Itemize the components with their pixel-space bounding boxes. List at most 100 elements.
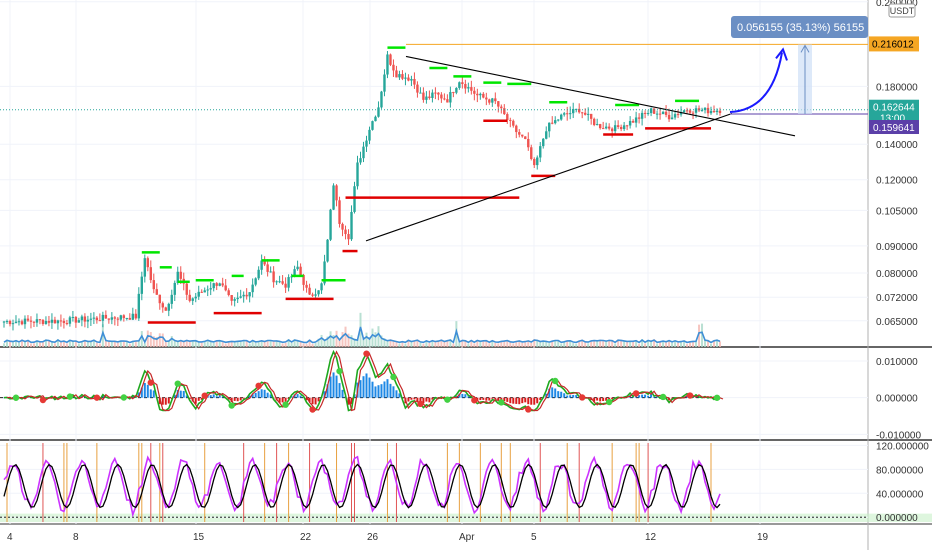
volume-bar — [29, 343, 32, 347]
macd-histogram-bar — [242, 397, 245, 399]
volume-bar — [710, 343, 713, 347]
candle-body — [464, 84, 467, 89]
volume-bar — [683, 340, 686, 347]
oversold-band — [0, 513, 932, 522]
candle-body — [20, 321, 24, 325]
macd-histogram-bar — [308, 397, 311, 403]
volume-bar — [473, 343, 476, 347]
price-tick-label: 0.105000 — [876, 206, 918, 217]
volume-bar — [395, 342, 398, 347]
candle-body — [509, 119, 512, 121]
volume-bar — [602, 340, 605, 347]
candle-body — [607, 126, 611, 129]
volume-bar — [74, 340, 77, 347]
currency-label: USDT — [890, 6, 915, 16]
volume-bar — [206, 339, 209, 347]
volume-bar — [257, 342, 260, 347]
projection-arrow-head — [775, 47, 788, 61]
candle-body — [299, 266, 302, 276]
currency-badge[interactable] — [888, 3, 916, 18]
macd-histogram-bar — [287, 397, 290, 400]
candle-body — [347, 234, 350, 240]
macd-histogram-bar — [512, 397, 515, 404]
candle-body — [65, 323, 69, 325]
macd-cross-dot — [525, 406, 532, 413]
macd-histogram-bar — [221, 396, 224, 398]
candle-body — [92, 317, 96, 319]
volume-bar — [44, 339, 47, 347]
candle-body — [116, 318, 120, 320]
macd-histogram-bar — [332, 372, 335, 398]
candle-body — [392, 64, 395, 71]
candle-body — [176, 271, 179, 283]
macd-cross-dot — [686, 392, 694, 399]
macd-histogram-bar — [506, 397, 509, 402]
volume-bar — [266, 340, 269, 347]
time-tick-label: 12 — [645, 532, 657, 543]
volume-bar — [230, 341, 233, 347]
volume-bar — [347, 333, 350, 347]
volume-bar — [263, 341, 266, 347]
candle-body — [308, 287, 311, 295]
volume-bar — [308, 339, 311, 347]
candle-body — [185, 283, 188, 295]
macd-histogram-bar — [647, 395, 650, 398]
volume-bar — [176, 341, 179, 347]
candle-body — [610, 128, 614, 132]
price-tick-label: 0.140000 — [876, 140, 918, 151]
candle-body — [326, 239, 329, 262]
measure-label-box[interactable] — [731, 16, 868, 38]
candle-body — [311, 294, 314, 296]
volume-bar — [356, 339, 359, 347]
candle-body — [479, 93, 482, 96]
candle-body — [137, 293, 141, 319]
volume-bar — [173, 340, 176, 347]
measure-arrow-head — [800, 44, 810, 53]
candle-body — [458, 82, 461, 88]
macd-histogram-bar — [254, 392, 257, 398]
volume-bar — [320, 334, 323, 347]
macd-histogram-bar — [263, 389, 266, 398]
candle-body — [50, 319, 54, 323]
volume-bar — [476, 339, 479, 347]
volume-bar — [713, 340, 716, 347]
candle-body — [23, 318, 27, 325]
candle-body — [512, 120, 515, 126]
candle-body — [709, 110, 713, 114]
candle-body — [17, 321, 21, 323]
candle-body — [53, 319, 57, 324]
volume-bar — [458, 342, 461, 347]
candle-body — [284, 283, 287, 288]
candle-body — [437, 92, 440, 95]
candle-body — [29, 320, 33, 322]
macd-histogram-bar — [179, 390, 182, 398]
candle-body — [281, 281, 284, 284]
volume-bar — [224, 343, 227, 347]
candle-body — [580, 112, 584, 114]
candle-body — [74, 316, 78, 323]
volume-bar — [38, 342, 41, 347]
volume-bar — [674, 340, 677, 347]
volume-bar — [50, 342, 53, 347]
macd-histogram-bar — [131, 396, 134, 398]
candle-body — [8, 321, 12, 325]
candle-body — [143, 258, 147, 277]
candle-body — [407, 77, 410, 81]
macd-histogram-bar — [572, 394, 575, 398]
candle-body — [658, 113, 662, 115]
candle-body — [203, 290, 206, 293]
volume-bar — [386, 340, 389, 347]
volume-bar — [113, 341, 116, 347]
candle-body — [5, 321, 9, 323]
candle-body — [431, 92, 434, 98]
candle-body — [667, 114, 671, 120]
drawing-overlays[interactable] — [0, 43, 868, 242]
price-tick-label: 0.120000 — [876, 176, 918, 187]
volume-bar — [20, 339, 23, 347]
candle-body — [263, 260, 266, 265]
volume-bar — [440, 339, 443, 347]
candle-body — [332, 185, 335, 210]
candle-body — [233, 299, 236, 301]
volume-bar — [647, 340, 650, 347]
